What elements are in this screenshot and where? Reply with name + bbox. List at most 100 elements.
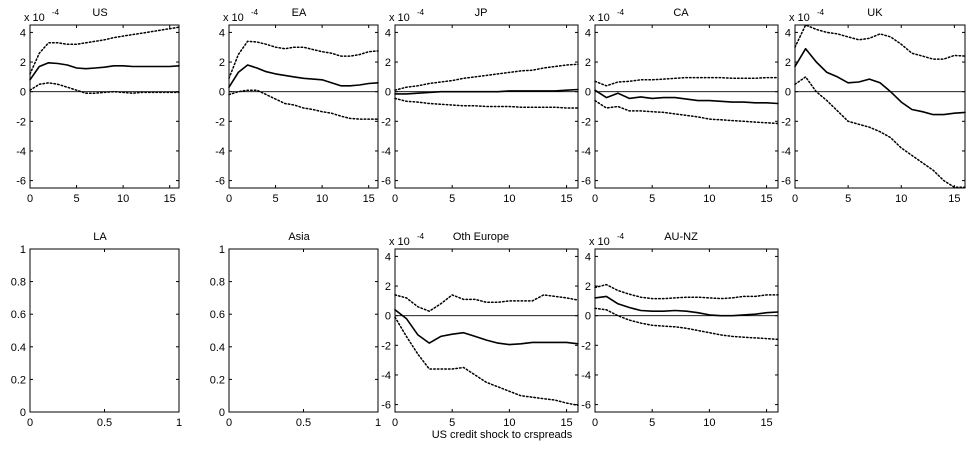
y-tick-label: -4 [581, 146, 591, 158]
series-line-upper [794, 24, 966, 60]
series-line-upper [594, 283, 779, 300]
panel-title: CA [673, 7, 689, 19]
x-tick-label: 15 [760, 417, 772, 429]
panel-ca: 420-2-4-60 5 10 15x 10 -4 CA [581, 7, 779, 205]
axes-box [394, 248, 579, 413]
y-tick-label: 2 [585, 281, 591, 293]
panel-ea: 420-2-4-60 5 10 15x 10 -4 EA [215, 7, 379, 205]
y-tick-label: 0 [585, 311, 591, 323]
series-line-median [394, 88, 579, 95]
x-tick-label: 15 [760, 193, 772, 205]
y-tick-label: -6 [215, 176, 225, 188]
y-tick-label: -4 [381, 146, 391, 158]
y-tick-label: -2 [16, 116, 26, 128]
axis-scale-exponent: -4 [52, 8, 60, 17]
y-tick-label: 4 [785, 27, 791, 39]
series-line-lower [394, 316, 579, 407]
x-tick-label: 1 [176, 417, 182, 429]
y-tick-label: -4 [215, 146, 225, 158]
y-tick-label: -2 [215, 116, 225, 128]
x-tick-label: 10 [895, 193, 907, 205]
x-tick-label: 0 [792, 193, 798, 205]
axes-box [29, 248, 180, 413]
y-tick-label: -6 [16, 176, 26, 188]
y-tick-label: -6 [581, 176, 591, 188]
panel-la: 1 0.8 0.6 0.4 0.2 00 0.5 1 LA [11, 231, 182, 429]
panel-oth-europe: 420-2-4-60 5 10 15x 10 -4 Oth Europe [381, 231, 579, 429]
x-tick-label: 0 [392, 417, 398, 429]
y-tick-label: 2 [219, 57, 225, 69]
y-tick-label: -6 [381, 400, 391, 412]
panel-title: US [92, 7, 107, 19]
y-tick-label: -4 [781, 146, 791, 158]
x-tick-label: 5 [273, 193, 279, 205]
axis-scale-label: x 10 [589, 12, 610, 24]
axes-box [228, 24, 379, 189]
x-tick-label: 15 [948, 193, 960, 205]
panel-uk: 420-2-4-60 5 10 15x 10 -4 UK [781, 7, 966, 205]
panel-title: Asia [288, 231, 310, 243]
y-tick-label: 0.2 [210, 374, 225, 386]
x-tick-label: 10 [316, 193, 328, 205]
series-line-median [794, 47, 966, 116]
x-tick-label: 0 [592, 417, 598, 429]
x-tick-label: 10 [703, 193, 715, 205]
y-tick-label: 4 [20, 27, 26, 39]
axis-scale-exponent: -4 [417, 8, 425, 17]
y-tick-label: 0.8 [11, 277, 26, 289]
x-tick-label: 5 [449, 417, 455, 429]
panel-title: UK [867, 7, 883, 19]
y-tick-label: -2 [581, 116, 591, 128]
y-tick-label: 2 [385, 281, 391, 293]
series-line-lower [228, 89, 379, 120]
x-tick-label: 5 [649, 193, 655, 205]
x-tick-label: 0 [27, 193, 33, 205]
axis-scale-exponent: -4 [617, 232, 625, 241]
x-tick-label: 0 [226, 193, 232, 205]
x-axis-label: US credit shock to crspreads [431, 429, 573, 441]
x-tick-label: 10 [117, 193, 129, 205]
y-tick-label: -2 [381, 340, 391, 352]
panel-us: 420-2-4-60 5 10 15x 10 -4 US [16, 7, 180, 205]
y-tick-label: 0.6 [210, 309, 225, 321]
x-tick-label: 10 [503, 417, 515, 429]
x-tick-label: 15 [560, 193, 572, 205]
series-line-lower [29, 82, 180, 94]
axis-scale-exponent: -4 [417, 232, 425, 241]
y-tick-label: 2 [785, 57, 791, 69]
x-tick-label: 5 [649, 417, 655, 429]
series-line-lower [594, 307, 779, 341]
axis-scale-label: x 10 [389, 12, 410, 24]
x-tick-label: 5 [449, 193, 455, 205]
axes-box [794, 24, 966, 189]
y-tick-label: 0 [20, 407, 26, 419]
y-tick-label: -4 [381, 370, 391, 382]
y-tick-label: -6 [381, 176, 391, 188]
series-line-upper [394, 63, 579, 91]
y-tick-label: 2 [20, 57, 26, 69]
axis-scale-label: x 10 [389, 236, 410, 248]
y-tick-label: -2 [381, 116, 391, 128]
y-tick-label: 4 [585, 27, 591, 39]
x-tick-label: 0.5 [296, 417, 311, 429]
axis-scale-exponent: -4 [251, 8, 259, 17]
panel-title: LA [93, 231, 107, 243]
x-tick-label: 0.5 [97, 417, 112, 429]
series-line-lower [794, 76, 966, 189]
panel-title: AU-NZ [664, 231, 698, 243]
x-tick-label: 10 [703, 417, 715, 429]
x-tick-label: 0 [27, 417, 33, 429]
x-tick-label: 5 [74, 193, 80, 205]
panel-au-nz: 420-2-4-60 5 10 15x 10 -4 AU-NZ [581, 231, 779, 429]
series-line-median [394, 308, 579, 346]
y-tick-label: 0 [20, 87, 26, 99]
y-tick-label: -2 [581, 340, 591, 352]
x-tick-label: 15 [560, 417, 572, 429]
series-line-lower [394, 97, 579, 109]
x-tick-label: 15 [363, 193, 375, 205]
y-tick-label: -6 [781, 176, 791, 188]
panel-title: JP [475, 7, 488, 19]
series-line-upper [394, 294, 579, 312]
x-tick-label: 0 [226, 417, 232, 429]
